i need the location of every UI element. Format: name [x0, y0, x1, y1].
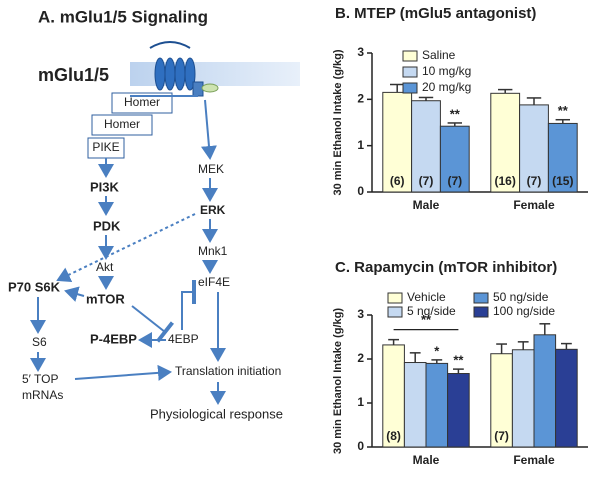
y-tick-label: 1	[357, 395, 364, 409]
x-tick-label: Male	[413, 198, 440, 212]
significance: *	[434, 343, 440, 358]
n-label: (7)	[447, 174, 462, 188]
bar	[447, 373, 470, 448]
bar	[382, 91, 413, 193]
legend-label: 100 ng/side	[493, 304, 555, 318]
node-label: Physiological response	[150, 406, 283, 421]
node-label: P70 S6K	[8, 279, 61, 294]
bracket-label: **	[421, 312, 432, 327]
n-label: (16)	[495, 174, 516, 188]
n-label: (6)	[390, 174, 405, 188]
node-label: Homer	[104, 117, 140, 131]
y-tick-label: 2	[357, 92, 364, 106]
diagram: A. mGlu1/5 Signaling mGlu1/5 Homer Homer…	[8, 7, 300, 421]
x-tick-label: Female	[513, 198, 555, 212]
node-label: PI3K	[90, 179, 120, 194]
x-tick-label: Female	[513, 453, 555, 467]
node-label: PIKE	[92, 140, 119, 154]
y-tick-label: 3	[357, 45, 364, 59]
y-tick-label: 0	[357, 439, 364, 453]
legend-label: 5 ng/side	[407, 304, 456, 318]
node-label: mRNAs	[22, 388, 63, 402]
legend-label: Saline	[422, 48, 456, 62]
node-label: PDK	[93, 218, 121, 233]
node-label: Mnk1	[198, 244, 228, 258]
node-label: 4EBP	[168, 332, 199, 346]
n-label: (7)	[527, 174, 542, 188]
node-label: 5′ TOP	[22, 372, 59, 386]
n-label: (15)	[552, 174, 573, 188]
significance: **	[453, 353, 464, 368]
diagram-title: A. mGlu1/5 Signaling	[38, 7, 208, 26]
chart-title: B. MTEP (mGlu5 antagonist)	[335, 5, 536, 22]
legend-label: 20 mg/kg	[422, 80, 471, 94]
chart-title: C. Rapamycin (mTOR inhibitor)	[335, 259, 557, 276]
legend-label: 50 ng/side	[493, 290, 549, 304]
node-label: S6	[32, 335, 47, 349]
y-tick-label: 2	[357, 351, 364, 365]
node-label: eIF4E	[198, 275, 230, 289]
bar	[519, 104, 549, 193]
node-label: Translation initiation	[175, 364, 281, 378]
y-tick-label: 1	[357, 138, 364, 152]
legend-swatch	[387, 292, 403, 304]
node-label: P-4EBP	[90, 331, 137, 346]
receptor-icon	[149, 41, 219, 97]
legend-label: Vehicle	[407, 290, 446, 304]
bar	[547, 122, 578, 193]
bar	[425, 362, 449, 448]
legend-label: 10 mg/kg	[422, 64, 471, 78]
node-box	[91, 114, 153, 136]
n-label: (7)	[419, 174, 434, 188]
node-label: mTOR	[86, 291, 125, 306]
x-tick-label: Male	[413, 453, 440, 467]
significance: **	[558, 103, 569, 118]
y-axis-label: 30 min Ethanol Intake (g/kg)	[332, 308, 344, 454]
legend-swatch	[473, 292, 489, 304]
legend-swatch	[402, 50, 418, 62]
node-label: Homer	[124, 95, 160, 109]
node-label: Akt	[96, 260, 114, 274]
legend-swatch	[402, 66, 418, 78]
y-axis-label: 30 min Ethanol Intake (g/kg)	[332, 49, 344, 195]
arrows	[30, 95, 226, 405]
n-label: (8)	[386, 429, 401, 443]
node-box	[111, 92, 173, 114]
bar	[439, 125, 470, 193]
legend-swatch	[473, 306, 489, 318]
node-label: ERK	[200, 203, 226, 217]
node-label: MEK	[198, 162, 224, 176]
bar	[511, 349, 535, 448]
legend-swatch	[402, 82, 418, 94]
y-tick-label: 3	[357, 307, 364, 321]
bar	[403, 362, 427, 448]
bar	[533, 334, 557, 448]
legend-swatch	[387, 306, 403, 318]
n-label: (7)	[494, 429, 509, 443]
significance: **	[450, 106, 461, 121]
node-label: mGlu1/5	[38, 65, 109, 85]
bar	[555, 348, 578, 448]
y-tick-label: 0	[357, 184, 364, 198]
